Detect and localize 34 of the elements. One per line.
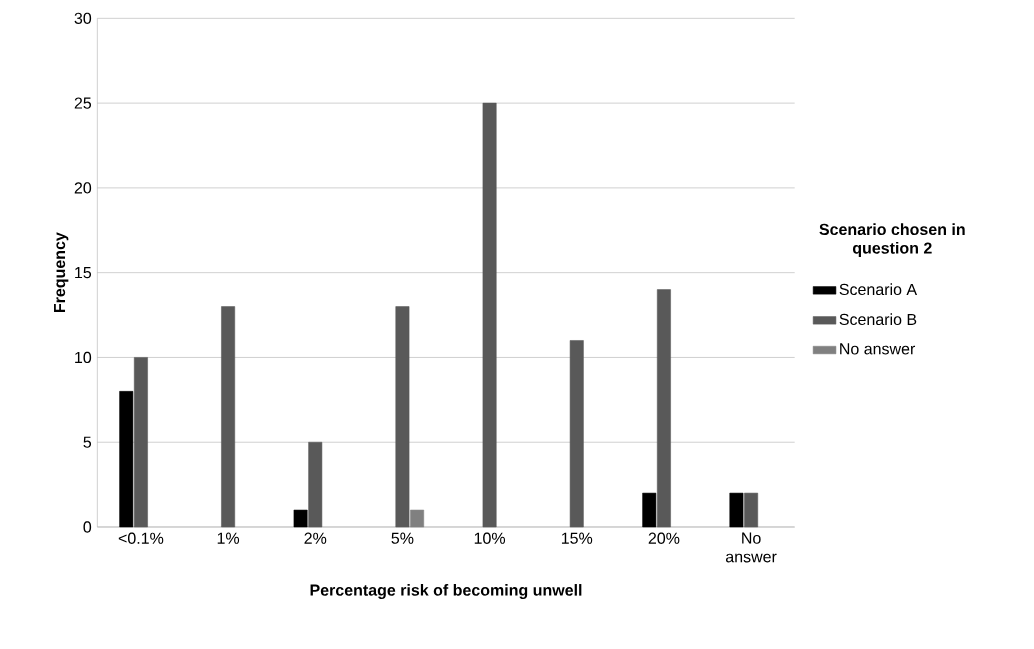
y-tick-label: 30 [74, 12, 92, 24]
bar [395, 306, 410, 528]
bar [221, 306, 236, 528]
x-axis-title: Percentage risk of becoming unwell [310, 584, 582, 600]
bar [119, 391, 134, 528]
legend-title: Scenario chosen in question 2 [819, 223, 965, 257]
x-tick-label: 2% [304, 532, 327, 544]
bar [642, 492, 657, 528]
bar [308, 441, 323, 528]
x-tick-label: 15% [561, 532, 593, 544]
y-axis-title: Frequency [54, 232, 69, 313]
bar [482, 102, 497, 528]
x-tick-label: No answer [725, 532, 777, 563]
bar [410, 509, 425, 528]
x-tick-label: <0.1% [118, 532, 164, 544]
x-tick-label: 20% [648, 532, 680, 544]
y-tick-label: 25 [74, 97, 92, 109]
x-tick-label: 5% [391, 532, 414, 544]
y-tick-label: 5 [83, 436, 92, 448]
legend-label: Scenario A [839, 283, 918, 296]
bar [293, 509, 308, 528]
y-tick-label: 15 [75, 267, 92, 279]
bar [133, 357, 148, 528]
bar [744, 492, 759, 528]
y-tick-label: 10 [75, 351, 92, 364]
x-tick-label: 10% [474, 532, 506, 544]
x-tick-label: 1% [217, 532, 240, 544]
y-tick-label: 20 [74, 182, 92, 194]
bar [656, 289, 671, 528]
bar [729, 492, 744, 528]
legend-label: No answer [840, 343, 916, 355]
y-tick-label: 0 [83, 521, 92, 533]
bar [569, 340, 584, 528]
legend-label: Scenario B [839, 313, 917, 326]
